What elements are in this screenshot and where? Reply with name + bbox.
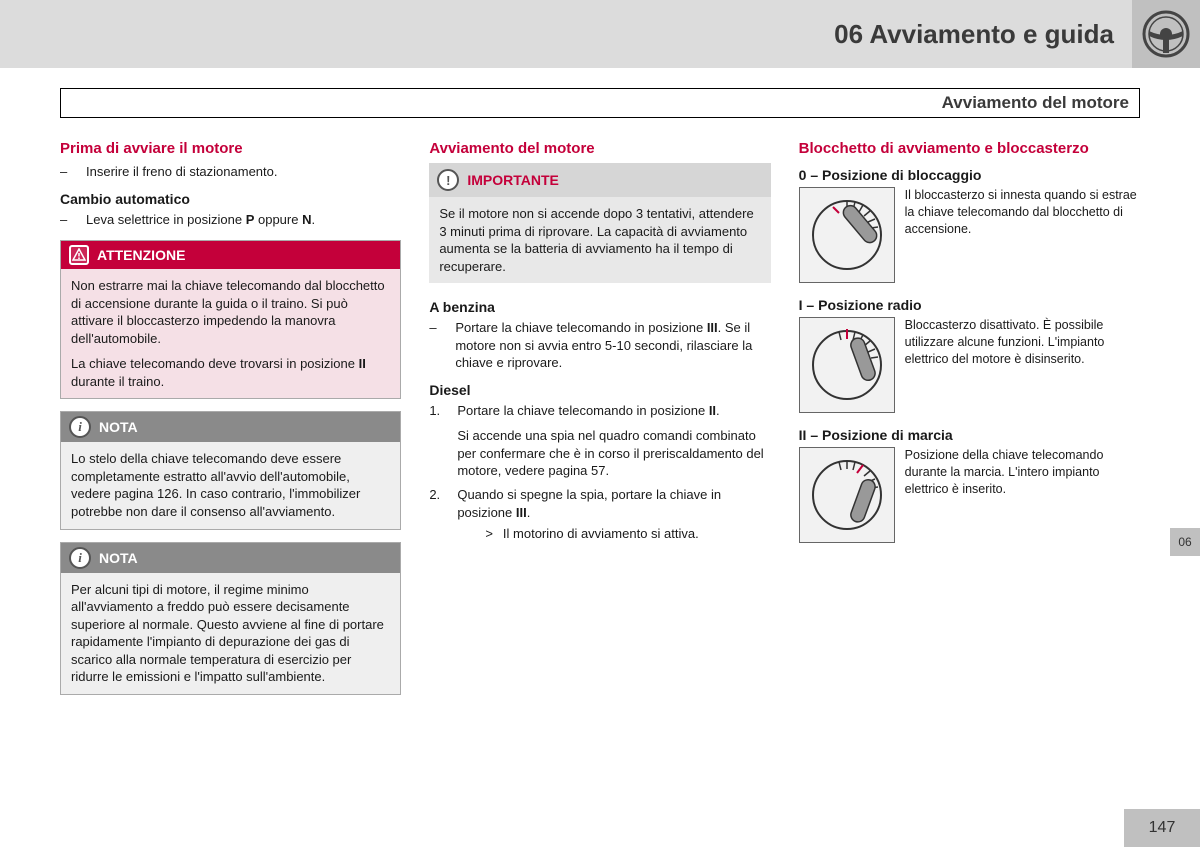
heading-pos-2: II – Posizione di marcia [799, 427, 1140, 443]
bullet-text: Portare la chiave telecomando in posizio… [455, 319, 770, 372]
warning-body: Non estrarre mai la chiave telecomando d… [61, 269, 400, 398]
warning-p1: Non estrarre mai la chiave telecomando d… [71, 277, 390, 347]
bullet-text: Inserire il freno di stazionamento. [86, 163, 277, 181]
column-3: Blocchetto di avviamento e bloccasterzo … [799, 140, 1140, 695]
column-1: Prima di avviare il motore – Inserire il… [60, 140, 401, 695]
bullet-dash: – [60, 163, 72, 181]
numbered-item: 1. Portare la chiave telecomando in posi… [429, 402, 770, 480]
numbered-text: Quando si spegne la spia, portare la chi… [457, 486, 770, 543]
note-body: Lo stelo della chiave telecomando deve e… [61, 442, 400, 528]
key-position-0: Il bloccasterzo si innesta quando si est… [799, 187, 1140, 283]
number-1: 1. [429, 402, 445, 480]
heading-pos-1: I – Posizione radio [799, 297, 1140, 313]
note-callout: i NOTA Lo stelo della chiave telecomando… [60, 411, 401, 529]
important-label: IMPORTANTE [467, 172, 559, 188]
warning-label: ATTENZIONE [97, 247, 185, 263]
note-label: NOTA [99, 419, 138, 435]
key-pos-0-text: Il bloccasterzo si innesta quando si est… [905, 187, 1140, 283]
column-2: Avviamento del motore ! IMPORTANTE Se il… [429, 140, 770, 695]
heading-auto-gearbox: Cambio automatico [60, 191, 401, 207]
numbered-text: Portare la chiave telecomando in posizio… [457, 402, 770, 480]
steering-wheel-icon [1132, 0, 1200, 68]
content-area: Prima di avviare il motore – Inserire il… [0, 118, 1200, 695]
info-icon: i [69, 547, 91, 569]
key-pos-2-text: Posizione della chiave telecomando duran… [905, 447, 1140, 543]
number-2: 2. [429, 486, 445, 543]
heading-ignition-lock: Blocchetto di avviamento e bloccasterzo [799, 140, 1140, 157]
note-callout: i NOTA Per alcuni tipi di motore, il reg… [60, 542, 401, 695]
key-dial-icon [799, 187, 895, 283]
important-header: ! IMPORTANTE [429, 163, 770, 197]
key-dial-icon [799, 317, 895, 413]
key-position-2: Posizione della chiave telecomando duran… [799, 447, 1140, 543]
page-number: 147 [1124, 809, 1200, 847]
heading-engine-start: Avviamento del motore [429, 140, 770, 157]
bullet-text: Leva selettrice in posizione P oppure N. [86, 211, 315, 229]
info-icon: i [69, 416, 91, 438]
note-header: i NOTA [61, 412, 400, 442]
sub-result: > Il motorino di avviamento si attiva. [457, 525, 770, 543]
section-title: Avviamento del motore [942, 93, 1129, 113]
heading-before-start: Prima di avviare il motore [60, 140, 401, 157]
warning-header: ATTENZIONE [61, 241, 400, 269]
heading-petrol: A benzina [429, 299, 770, 315]
page-header: 06 Avviamento e guida [0, 0, 1200, 68]
chapter-tab: 06 [1170, 528, 1200, 556]
numbered-item: 2. Quando si spegne la spia, portare la … [429, 486, 770, 543]
note-header: i NOTA [61, 543, 400, 573]
warning-p2: La chiave telecomando deve trovarsi in p… [71, 355, 390, 390]
warning-triangle-icon [69, 245, 89, 265]
bullet-item: – Leva selettrice in posizione P oppure … [60, 211, 401, 229]
note-label: NOTA [99, 550, 138, 566]
important-body: Se il motore non si accende dopo 3 tenta… [429, 197, 770, 283]
heading-diesel: Diesel [429, 382, 770, 398]
bullet-dash: – [429, 319, 441, 372]
bullet-dash: – [60, 211, 72, 229]
key-position-1: Bloccasterzo disattivato. È possibile ut… [799, 317, 1140, 413]
key-pos-1-text: Bloccasterzo disattivato. È possibile ut… [905, 317, 1140, 413]
arrow-icon: > [485, 525, 493, 543]
chapter-title: 06 Avviamento e guida [834, 19, 1114, 50]
key-dial-icon [799, 447, 895, 543]
bullet-item: – Inserire il freno di stazionamento. [60, 163, 401, 181]
important-icon: ! [437, 169, 459, 191]
note-body: Per alcuni tipi di motore, il regime min… [61, 573, 400, 694]
bullet-item: – Portare la chiave telecomando in posiz… [429, 319, 770, 372]
heading-pos-0: 0 – Posizione di bloccaggio [799, 167, 1140, 183]
section-header-box: Avviamento del motore [60, 88, 1140, 118]
important-callout: ! IMPORTANTE Se il motore non si accende… [429, 163, 770, 283]
warning-callout: ATTENZIONE Non estrarre mai la chiave te… [60, 240, 401, 399]
